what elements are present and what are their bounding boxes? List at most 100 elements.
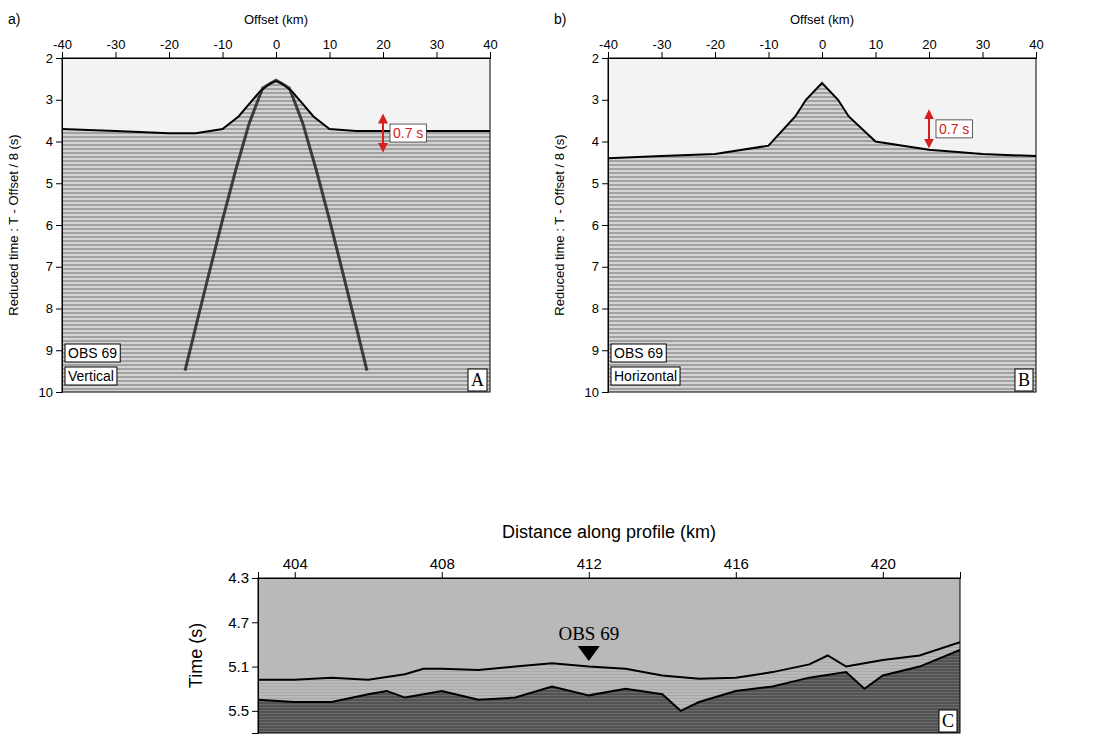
station-name-box <box>65 344 120 362</box>
y-tick-mark <box>56 58 62 59</box>
y-tick-label: 3 <box>46 92 53 107</box>
x-tick-mark <box>1036 52 1037 58</box>
x-tick: 10 <box>869 37 883 58</box>
x-tick-label: 20 <box>376 37 390 52</box>
y-axis-line <box>56 59 63 393</box>
x-axis: -40-30-20-10010203040 <box>599 37 1044 59</box>
x-tick-mark <box>983 52 984 58</box>
x-tick-label: -30 <box>107 37 126 52</box>
y-tick-label: 5 <box>592 176 599 191</box>
x-axis-line <box>63 52 491 59</box>
y-tick-mark <box>252 667 258 668</box>
x-tick: 412 <box>577 555 602 578</box>
x-tick-label: 10 <box>323 37 337 52</box>
x-tick-mark <box>330 52 331 58</box>
annotations: 0.7 s <box>936 120 972 138</box>
x-tick-label: 10 <box>869 37 883 52</box>
x-tick: -20 <box>160 37 179 58</box>
y-axis-title: Reduced time : T - Offset / 8 (s) <box>552 134 567 315</box>
x-tick-label: -10 <box>760 37 779 52</box>
y-tick: 7 <box>592 259 608 274</box>
y-axis-line <box>252 579 259 734</box>
panel-letter-box <box>1015 369 1033 391</box>
plot-area <box>608 83 1036 392</box>
plot-frame <box>62 58 490 392</box>
line <box>185 80 367 371</box>
y-tick: 5.1 <box>228 658 258 675</box>
y-tick-mark <box>56 142 62 143</box>
station-name: OBS 69 <box>68 345 117 361</box>
x-tick-mark <box>437 52 438 58</box>
area <box>62 81 490 392</box>
x-axis-line <box>609 52 1037 59</box>
y-tick-mark <box>56 100 62 101</box>
y-tick-label: 8 <box>46 301 53 316</box>
area <box>258 642 960 733</box>
x-tick-mark <box>490 52 491 58</box>
x-tick-label: 412 <box>577 555 602 572</box>
x-tick: 416 <box>724 555 749 578</box>
y-tick: 9 <box>592 343 608 358</box>
y-tick: 3 <box>46 92 62 107</box>
panel-letter-box <box>939 710 957 732</box>
x-tick: -40 <box>599 37 618 58</box>
x-tick-label: -30 <box>653 37 672 52</box>
panel-title: b) <box>554 11 566 27</box>
x-tick-mark <box>295 572 296 578</box>
y-tick: 5.5 <box>228 702 258 719</box>
x-axis-line <box>259 572 961 579</box>
x-tick-label: -10 <box>214 37 233 52</box>
y-axis-title: Time (s) <box>186 623 206 688</box>
panel-letter: A <box>471 370 484 390</box>
x-tick-mark <box>608 52 609 58</box>
x-tick: 30 <box>430 37 444 58</box>
x-tick-label: -20 <box>706 37 725 52</box>
x-tick-mark <box>662 52 663 58</box>
y-tick-mark <box>56 350 62 351</box>
y-tick: 6 <box>592 218 608 233</box>
y-tick-label: 4 <box>46 134 53 149</box>
y-tick-label: 3 <box>592 92 599 107</box>
x-axis-title: Distance along profile (km) <box>502 522 716 542</box>
panel-letter: B <box>1018 370 1030 390</box>
y-tick: 4 <box>46 134 62 149</box>
x-tick-mark <box>736 572 737 578</box>
x-tick-mark <box>116 52 117 58</box>
x-tick: 404 <box>283 555 308 578</box>
x-axis: -40-30-20-10010203040 <box>53 37 498 59</box>
y-tick-mark <box>56 392 62 393</box>
component-name: Vertical <box>68 368 114 384</box>
x-tick: -30 <box>653 37 672 58</box>
y-tick-mark <box>602 392 608 393</box>
y-tick-mark <box>252 711 258 712</box>
x-tick: 40 <box>483 37 497 58</box>
y-tick-label: 6 <box>592 218 599 233</box>
x-axis-title: Offset (km) <box>244 12 308 27</box>
x-tick-mark <box>276 52 277 58</box>
x-tick-label: 404 <box>283 555 308 572</box>
y-tick: 6 <box>46 218 62 233</box>
x-tick: 0 <box>819 37 826 58</box>
station-marker <box>578 646 600 661</box>
y-axis: 4.34.75.15.5 <box>228 569 258 733</box>
panel: 0.7 s-40-30-20-100102030402345678910Offs… <box>6 11 498 400</box>
line <box>608 83 1036 158</box>
y-tick-label: 10 <box>585 385 599 400</box>
y-tick: 3 <box>592 92 608 107</box>
x-tick-label: 416 <box>724 555 749 572</box>
y-tick-mark <box>602 309 608 310</box>
y-tick-mark <box>602 183 608 184</box>
y-tick: 2 <box>46 51 62 66</box>
annotations: 0.7 s <box>390 124 426 142</box>
x-tick-mark <box>883 572 884 578</box>
x-tick-mark <box>876 52 877 58</box>
x-axis-title: Offset (km) <box>790 12 854 27</box>
x-tick: -10 <box>760 37 779 58</box>
y-tick: 2 <box>592 51 608 66</box>
y-tick: 10 <box>39 385 62 400</box>
x-axis: 404408412416420 <box>259 555 961 579</box>
station-name-box <box>611 344 666 362</box>
y-tick-mark <box>56 267 62 268</box>
x-tick-label: 30 <box>976 37 990 52</box>
annotation-label: 0.7 s <box>393 125 423 141</box>
